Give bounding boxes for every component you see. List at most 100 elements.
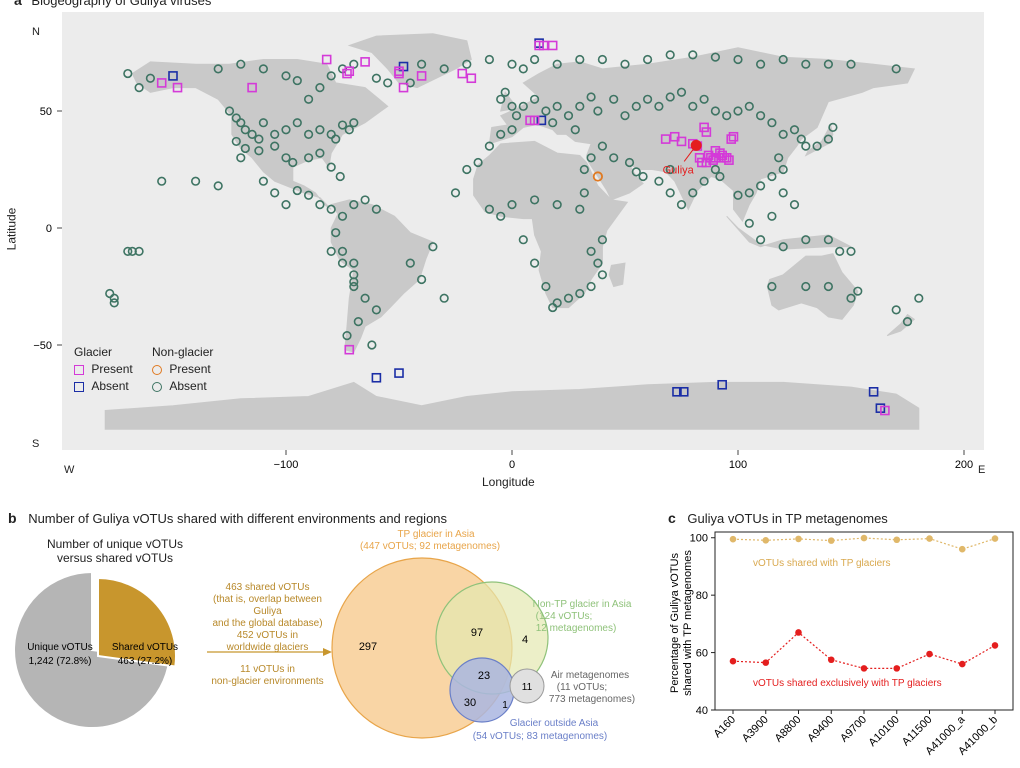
point-nonglacier-absent: [109, 298, 119, 308]
point-glacier-absent: [868, 386, 879, 397]
point-nonglacier-absent: [552, 101, 562, 111]
legend-circle-green-icon: [152, 381, 162, 392]
point-nonglacier-absent: [688, 101, 698, 111]
venn-diagram: 297 97 4 23 30 1 11 TP glacier in Asia (…: [331, 529, 635, 742]
point-nonglacier-absent: [767, 118, 777, 128]
point-nonglacier-absent: [281, 125, 291, 135]
point-nonglacier-absent: [715, 171, 725, 182]
x-tick-label: A9400: [805, 714, 836, 745]
y-tick-label: −50: [33, 340, 52, 352]
point-nonglacier-absent: [593, 106, 603, 116]
legend-glacier-heading: Glacier: [74, 345, 113, 359]
point-nonglacier-absent: [288, 157, 298, 168]
point-nonglacier-absent: [349, 118, 359, 128]
point-nonglacier-absent: [676, 87, 687, 97]
point-nonglacier-absent: [344, 125, 354, 135]
point-nonglacier-absent: [367, 340, 377, 350]
point-nonglacier-absent: [315, 200, 325, 210]
point-nonglacier-absent: [789, 125, 800, 135]
series-point-0: [860, 534, 868, 542]
series-point-1: [926, 650, 933, 658]
legend-glacier-present: Present: [74, 362, 154, 376]
point-nonglacier-absent: [127, 246, 137, 256]
point-nonglacier-absent: [496, 94, 506, 104]
world-map: −100 0 100 200 50 0 −50 Guliya: [33, 12, 984, 471]
point-glacier-present: [360, 57, 370, 67]
y-axis-label: Latitude: [4, 207, 19, 251]
chart-x-ticks: A160 A3900 A8800 A9400 A9700A10100A11500A410…: [711, 710, 1000, 758]
point-nonglacier-absent: [586, 92, 596, 102]
point-nonglacier-absent: [563, 293, 574, 303]
point-nonglacier-absent: [518, 235, 528, 245]
point-nonglacier-absent: [620, 111, 630, 121]
chart-ylabel-2: shared with TP metagenomes: [682, 550, 694, 696]
point-nonglacier-absent: [624, 157, 635, 168]
point-glacier-present: [416, 71, 427, 81]
point-nonglacier-absent: [383, 78, 393, 88]
point-nonglacier-absent: [292, 185, 302, 196]
point-nonglacier-absent: [575, 101, 585, 111]
panel-a-title: a Biogeography of Guliya viruses: [14, 0, 212, 8]
point-nonglacier-absent: [507, 200, 517, 210]
point-nonglacier-absent: [254, 134, 264, 144]
point-nonglacier-absent: [349, 200, 359, 210]
point-nonglacier-absent: [767, 171, 777, 182]
map-points: [105, 38, 924, 416]
venn-count-nontp-only: 4: [522, 634, 528, 646]
pie-slice-unique: [13, 570, 171, 729]
chart-series: [729, 534, 999, 672]
point-nonglacier-absent: [315, 125, 325, 135]
point-nonglacier-absent: [337, 211, 348, 221]
x-tick-label: −100: [274, 459, 299, 471]
arrow-icon: [207, 648, 332, 656]
point-nonglacier-absent: [593, 258, 603, 268]
point-nonglacier-absent: [846, 293, 856, 303]
series-point-0: [729, 535, 737, 543]
point-nonglacier-absent: [548, 118, 558, 128]
venn-count-out-small: 1: [502, 700, 508, 711]
point-nonglacier-absent: [484, 54, 495, 65]
legend-circle-orange-icon: [152, 364, 162, 375]
point-nonglacier-absent: [688, 50, 698, 60]
point-nonglacier-absent: [109, 293, 119, 303]
point-nonglacier-absent: [812, 141, 822, 151]
point-nonglacier-absent: [631, 101, 641, 111]
panel-c-title: c Guliya vOTUs in TP metagenomes: [668, 510, 888, 526]
point-nonglacier-absent: [835, 246, 845, 256]
series-point-0: [795, 535, 802, 543]
point-glacier-present: [342, 68, 352, 79]
point-nonglacier-absent: [349, 277, 359, 287]
point-nonglacier-absent: [914, 293, 924, 303]
point-nonglacier-absent: [105, 288, 115, 299]
point-nonglacier-absent: [518, 101, 528, 111]
pie-title: Number of unique vOTUs versus shared vOT…: [46, 537, 184, 565]
venn-tp-sub: (447 vOTUs; 92 metagenomes): [360, 541, 500, 552]
point-glacier-present: [726, 134, 737, 144]
point-nonglacier-absent: [473, 157, 483, 168]
point-nonglacier-absent: [541, 281, 551, 292]
point-nonglacier-absent: [891, 305, 901, 315]
point-glacier-present: [676, 136, 687, 147]
point-nonglacier-absent: [224, 106, 235, 116]
series-point-0: [958, 545, 966, 553]
point-glacier-present: [708, 155, 718, 165]
point-nonglacier-absent: [304, 153, 314, 163]
compass-w: W: [64, 464, 75, 476]
point-nonglacier-absent: [258, 64, 269, 74]
point-nonglacier-absent: [631, 167, 641, 177]
land-polygon: [886, 313, 916, 337]
point-nonglacier-absent: [755, 59, 766, 69]
series-point-0: [893, 536, 901, 544]
point-nonglacier-absent: [597, 235, 608, 245]
pie-chart: Unique vOTUs 1,242 (72.8%) Shared vOTUs …: [13, 570, 178, 729]
point-nonglacier-absent: [529, 54, 540, 65]
point-glacier-present: [247, 82, 257, 93]
point-nonglacier-absent: [123, 68, 133, 79]
point-nonglacier-absent: [796, 134, 806, 144]
point-nonglacier-absent: [846, 59, 856, 69]
point-glacier-absent: [371, 372, 382, 383]
point-nonglacier-absent: [823, 59, 834, 69]
point-glacier-present: [156, 78, 167, 88]
point-nonglacier-absent: [353, 317, 363, 327]
venn-air-sub2: 773 metagenomes): [549, 694, 635, 705]
